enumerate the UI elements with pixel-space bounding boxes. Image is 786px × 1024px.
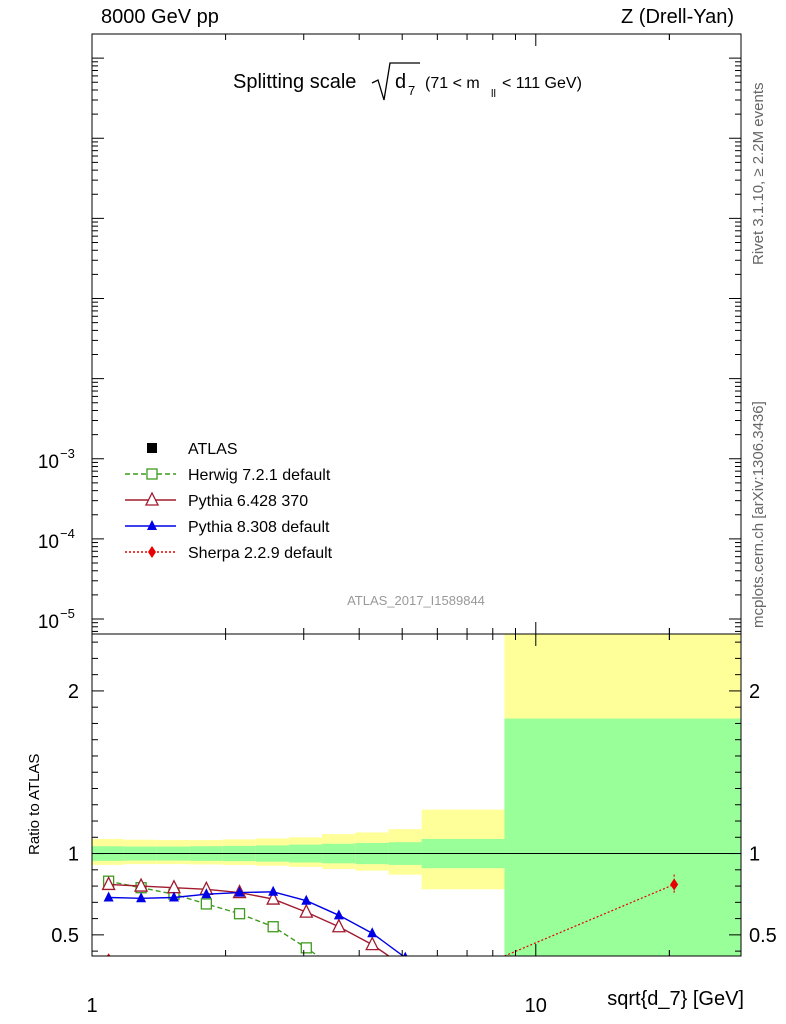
ratio-y-tick-label-r-1: 1 [749, 844, 760, 866]
point-1-1 [134, 877, 149, 892]
point-3-0 [106, 953, 111, 956]
ratio-uncertainty-bands [92, 634, 741, 956]
x-axis-label: sqrt{d_7} [GeV] [607, 988, 744, 1010]
point-1-6 [299, 903, 314, 918]
point-2-2 [168, 891, 179, 902]
ratio-series-group [101, 874, 679, 956]
ratio-y-tick-label-l-0: 0.5 [51, 925, 79, 947]
point-0-3 [200, 898, 213, 910]
legend-entry-2: Pythia 6.428 370 [125, 491, 308, 510]
ratio-y-tick-label-l-2: 2 [68, 681, 79, 703]
legend-label-4: Sherpa 2.2.9 default [188, 545, 333, 562]
point-1-8 [365, 936, 380, 951]
main-y-tick-exp-1: −4 [60, 526, 75, 541]
ratio-y-tick-label-r-0: 0.5 [749, 925, 777, 947]
main-y-tick-exp-2: −5 [60, 606, 75, 621]
ratio-y-tick-label-l-1: 1 [68, 844, 79, 866]
title-cut-end: < 111 GeV) [502, 75, 582, 92]
process-label: Z (Drell-Yan) [621, 6, 734, 28]
point-1-2 [166, 879, 182, 894]
title-root-symbol: d [395, 71, 406, 93]
ratio-panel-frame [91, 633, 742, 957]
title-root-sub: 7 [408, 83, 415, 98]
plot-title: Splitting scale d 7 (71 < m ll < 111 GeV… [233, 62, 582, 101]
series-3 [106, 874, 679, 956]
point-2-6 [301, 894, 312, 905]
legend-marker-1 [146, 468, 158, 480]
title-cut-sub: ll [491, 88, 496, 100]
series-2 [103, 885, 408, 956]
legend-marker-4 [148, 546, 156, 558]
title-main: Splitting scale [233, 71, 356, 93]
point-0-5 [267, 921, 279, 933]
band-green-11 [504, 718, 741, 956]
point-2-8 [367, 927, 378, 938]
main-y-tick-exp-0: −3 [60, 446, 75, 461]
point-2-7 [333, 909, 344, 920]
series-line-1 [108, 883, 390, 956]
legend-label-0: ATLAS [188, 441, 238, 458]
x-tick-label-1: 10 [525, 995, 547, 1017]
legend-marker-0 [147, 443, 157, 453]
main-panel-frame [91, 33, 742, 635]
point-2-4 [234, 886, 245, 897]
point-3-1 [670, 878, 679, 891]
legend-entry-3: Pythia 8.308 default [125, 519, 330, 536]
main-y-tick-base-1: 10 [38, 532, 59, 553]
sqrt-symbol [371, 62, 420, 101]
legend-marker-2 [144, 491, 160, 506]
point-2-1 [136, 892, 147, 903]
legend-entry-0: ATLAS [147, 441, 238, 458]
legend-label-1: Herwig 7.2.1 default [188, 467, 331, 484]
series-line-0 [108, 880, 320, 956]
series-1 [101, 875, 390, 956]
title-cut: (71 < m [425, 75, 480, 92]
legend-label-3: Pythia 8.308 default [188, 519, 330, 536]
point-0-4 [233, 908, 246, 920]
legend-label-2: Pythia 6.428 370 [188, 493, 308, 510]
ratio-y-tick-label-r-2: 2 [749, 681, 760, 703]
x-tick-label-0: 1 [86, 995, 97, 1017]
series-line-2 [108, 891, 405, 956]
main-y-tick-base-2: 10 [38, 612, 59, 633]
panel-frames [91, 33, 742, 957]
point-2-3 [201, 888, 212, 899]
point-1-5 [266, 890, 281, 905]
point-2-5 [268, 885, 279, 896]
legend-entry-4: Sherpa 2.2.9 default [125, 545, 333, 562]
point-0-6 [300, 942, 312, 954]
series-line-3 [504, 883, 675, 956]
analysis-id: ATLAS_2017_I1589844 [347, 593, 485, 608]
legend: ATLAS Herwig 7.2.1 default Pythia 6.428 37… [125, 441, 333, 562]
point-1-7 [331, 918, 346, 933]
legend-entry-1: Herwig 7.2.1 default [125, 467, 331, 484]
main-y-tick-base-0: 10 [38, 452, 59, 473]
point-2-9 [403, 951, 408, 956]
legend-marker-3 [147, 520, 157, 530]
point-2-0 [103, 891, 114, 902]
energy-label: 8000 GeV pp [101, 6, 219, 28]
point-1-0 [101, 875, 116, 891]
